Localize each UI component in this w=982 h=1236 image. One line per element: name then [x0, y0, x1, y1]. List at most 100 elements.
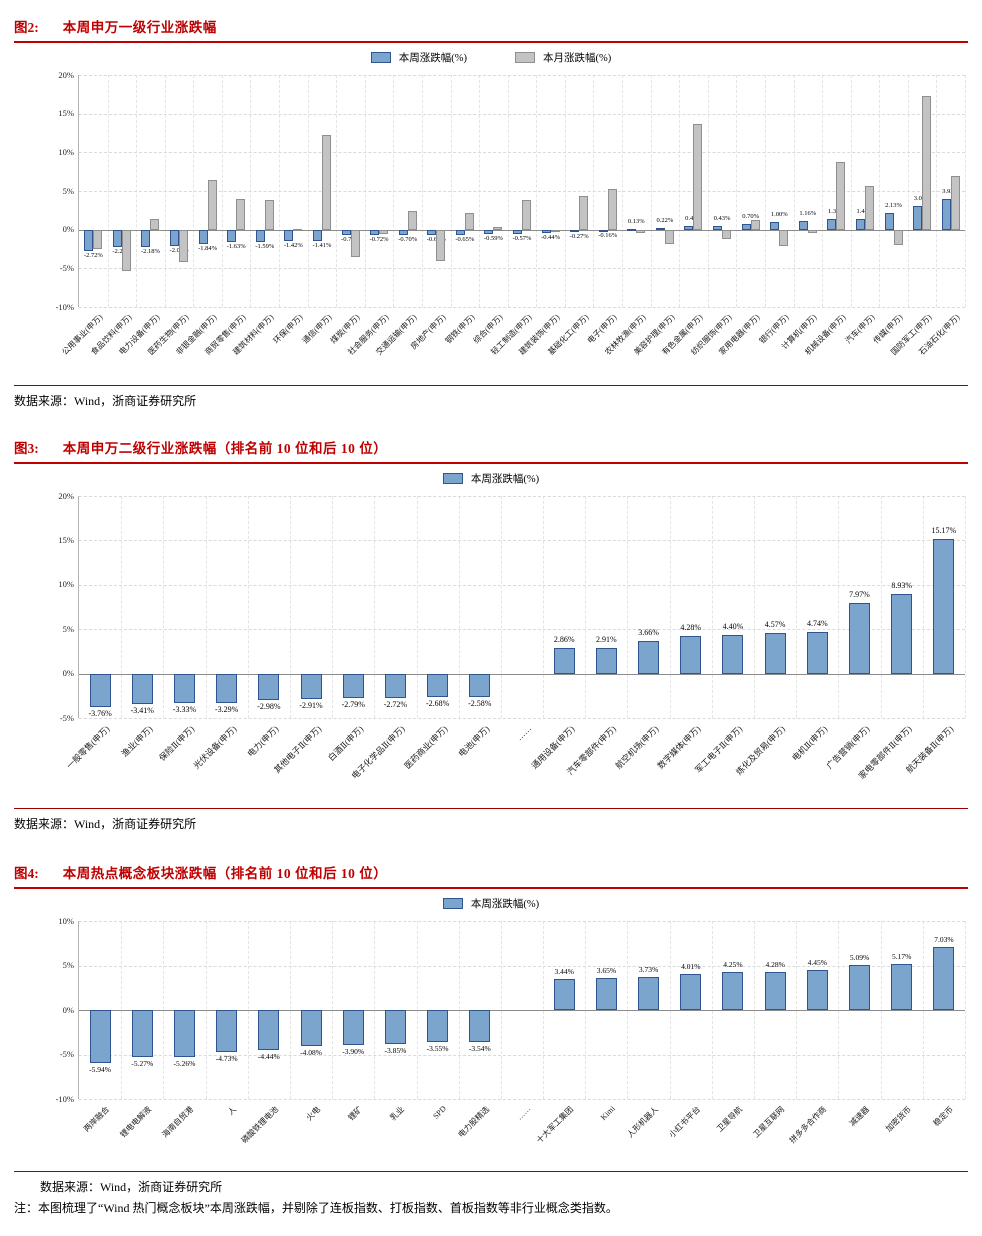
week-change-bar: [216, 673, 238, 703]
vertical-gridline: [965, 921, 966, 1099]
vertical-gridline: [247, 496, 249, 718]
title-rule: [14, 41, 968, 43]
month-change-bar: [436, 229, 446, 261]
data-label: -3.41%: [130, 705, 154, 715]
data-label: 1.44%: [847, 208, 883, 215]
vertical-gridline: [796, 496, 798, 718]
y-axis-tick-label: 0%: [62, 1004, 74, 1015]
week-change-bar: [173, 1010, 195, 1057]
figure-2-header: 图2: 本周申万一级行业涨跌幅: [14, 8, 968, 41]
data-label: -3.55%: [426, 1043, 449, 1053]
y-axis-tick-label: 10%: [58, 915, 74, 926]
month-change-bar: [607, 189, 617, 230]
vertical-gridline: [838, 496, 840, 718]
data-label: 4.74%: [806, 618, 828, 628]
x-category-label: 医药商业(申万): [402, 723, 450, 771]
figure-3-title: 本周申万二级行业涨跌幅（排名前 10 位和后 10 位）: [62, 441, 388, 456]
data-label: 0.22%: [656, 216, 674, 224]
spacer: [14, 836, 968, 854]
hot-concept-board-chart: 本周涨跌幅(%) 10% 5% 0% -5% -10% -5.94% -5.27% -5.26%…: [14, 896, 968, 1145]
data-label: -1.41%: [312, 241, 332, 249]
data-label: 1.00%: [770, 210, 788, 218]
spacer: [14, 413, 968, 429]
figure-4-title: 本周热点概念板块涨跌幅（排名前 10 位和后 10 位）: [62, 866, 388, 881]
month-change-bar: [493, 227, 503, 230]
data-label: -4.08%: [300, 1048, 322, 1058]
week-change-bar: [941, 199, 951, 230]
x-category-label: 电力(申万): [245, 723, 281, 759]
gridline: [79, 921, 965, 922]
week-change-bar: [798, 220, 808, 230]
gridline: [79, 629, 965, 631]
week-change-bar: [806, 631, 828, 674]
chart-legend: 本周涨跌幅(%) 本月涨跌幅(%): [14, 50, 968, 65]
sw-level2-industry-chart: 本周涨跌幅(%) 20% 15% 10% 5% 0% -5% -3.76% -3.41% -3.3…: [14, 471, 968, 781]
month-change-bar: [293, 228, 303, 231]
x-category-label: 人: [225, 1104, 238, 1117]
week-change-bar: [764, 971, 786, 1010]
data-label: 3.73%: [638, 964, 659, 974]
figure-3: 图3: 本周申万二级行业涨跌幅（排名前 10 位和后 10 位） 本周涨跌幅(%…: [14, 429, 968, 836]
data-label: -4.73%: [215, 1054, 238, 1064]
gridline: [79, 1054, 965, 1056]
week-change-bar: [384, 1010, 406, 1045]
week-change-bar: [855, 218, 865, 230]
gridline: [79, 268, 965, 270]
week-change-bar: [89, 673, 111, 707]
week-change-bar: [933, 947, 955, 1010]
data-label: -3.85%: [384, 1046, 407, 1056]
month-change-bar: [264, 200, 274, 230]
vertical-gridline: [458, 496, 460, 718]
plot-area: 20%15%10%5%0%-5%-10%-2.72%-2.26%-2.18%-2…: [56, 70, 966, 357]
sw-level1-industry-chart: 本周涨跌幅(%) 本月涨跌幅(%) 20% 15% 10% 5% 0% -5% -10% -2.7…: [14, 50, 968, 357]
week-change-bar: [342, 673, 364, 699]
x-category-label: 海南自贸港: [160, 1104, 196, 1140]
x-category-label: 拼多多合作商: [788, 1104, 829, 1146]
x-axis-line: [79, 1010, 965, 1011]
x-category-label: 环保(申万): [271, 312, 305, 346]
x-axis-line: [79, 673, 965, 675]
month-change-bar: [636, 229, 646, 233]
vertical-gridline: [374, 496, 376, 718]
data-label: 7.03%: [934, 935, 954, 945]
week-change-bar: [89, 1010, 111, 1063]
gridline: [79, 191, 965, 192]
data-label: 0.43%: [713, 215, 731, 223]
gridline: [79, 540, 965, 542]
data-label: -3.33%: [172, 705, 197, 715]
x-category-label: 加密货币: [883, 1104, 913, 1134]
data-label: 3.66%: [638, 628, 659, 638]
y-axis-tick-label: -5%: [59, 262, 74, 273]
week-change-bar: [638, 976, 660, 1010]
gridline: [79, 584, 965, 586]
week-change-bar: [684, 226, 694, 230]
chart-legend: 本周涨跌幅(%): [14, 471, 968, 486]
y-axis-tick-label: 20%: [58, 69, 74, 80]
figure-rule: [14, 1171, 968, 1172]
figure-note: 注：本图梳理了“Wind 热门概念板块”本周涨跌幅，并剔除了连板指数、打板指数、…: [14, 1201, 618, 1215]
data-label: 4.28%: [680, 622, 702, 632]
month-change-bar: [922, 95, 932, 230]
data-label: -5.27%: [131, 1058, 154, 1068]
x-category-label: 汽车(申万): [843, 312, 877, 346]
week-change-bar: [255, 229, 265, 242]
x-category-label: 乳业: [388, 1104, 407, 1123]
data-source: 数据来源：Wind，浙商证券研究所: [14, 817, 197, 831]
week-change-bar: [655, 227, 665, 230]
week-change-bar: [131, 673, 153, 704]
legend-swatch-icon: [370, 52, 391, 63]
week-change-bar: [638, 641, 660, 674]
week-change-bar: [341, 229, 351, 236]
data-label: 4.45%: [807, 958, 828, 968]
week-change-bar: [131, 1010, 153, 1057]
data-label: -0.27%: [569, 232, 589, 240]
data-label: 3.44%: [554, 967, 574, 977]
month-change-bar: [321, 135, 331, 230]
data-label: -0.59%: [483, 235, 503, 243]
week-change-bar: [570, 229, 580, 232]
vertical-gridline: [500, 496, 502, 718]
legend-label: 本月涨跌幅(%): [543, 53, 612, 64]
data-label: 1.32%: [818, 208, 854, 215]
week-change-bar: [598, 229, 608, 232]
month-change-bar: [93, 229, 103, 249]
